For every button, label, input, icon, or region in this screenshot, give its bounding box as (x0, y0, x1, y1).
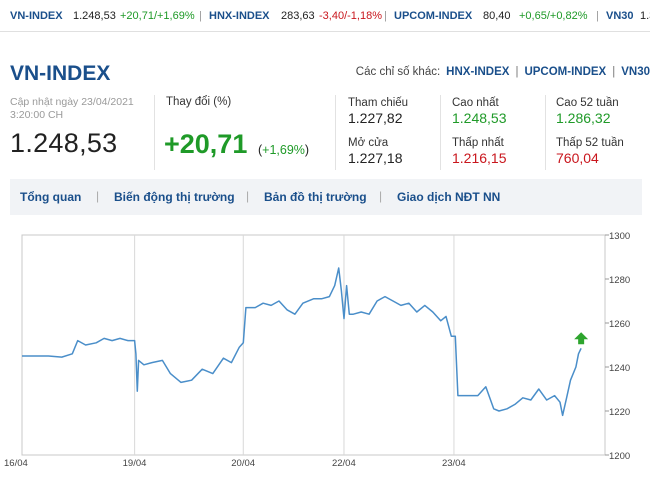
divider (440, 95, 441, 170)
low52-value: 760,04 (556, 150, 599, 166)
ticker-value-upcomindex: 80,40 (483, 10, 511, 22)
other-indices-label: Các chỉ số khác: (355, 66, 441, 78)
x-tick-label: 19/04 (123, 458, 147, 469)
low-label: Thấp nhất (452, 137, 504, 149)
low52-label: Thấp 52 tuần (556, 137, 624, 149)
change-percent: (+1,69%) (258, 143, 309, 157)
tab-market-movement[interactable]: Biến động thị trường (114, 190, 235, 204)
link-hnx-index[interactable]: HNX-INDEX (446, 66, 510, 78)
last-price-marker (574, 332, 589, 345)
change-label: Thay đổi (%) (166, 96, 232, 108)
index-value: 1.248,53 (10, 128, 118, 158)
ref-label: Tham chiếu (348, 97, 409, 109)
divider (335, 95, 336, 170)
tab-market-map[interactable]: Bản đồ thị trường (264, 190, 367, 204)
tab-separator: | (246, 189, 250, 203)
link-vn30[interactable]: VN30 (621, 66, 650, 78)
tab-separator: | (96, 189, 100, 203)
high52-value: 1.286,32 (556, 110, 611, 126)
ticker-value-hnxindex: 283,63 (281, 10, 315, 22)
tab-bar: Tổng quan | Biến động thị trường | Bản đ… (10, 179, 642, 215)
link-separator: | (612, 66, 616, 78)
y-tick-label: 1200 (609, 451, 630, 462)
change-value: +20,71 (164, 129, 248, 159)
index-line (22, 267, 582, 417)
ticker-name-vn30[interactable]: VN30 (606, 10, 634, 22)
ticker-separator: | (596, 10, 599, 22)
update-date: Cập nhật ngày 23/04/2021 (10, 96, 134, 108)
ticker-change-upcomindex: +0,65/+0,82% (519, 10, 588, 22)
ticker-change-vnindex: +20,71/+1,69% (120, 10, 195, 22)
x-tick-label: 20/04 (231, 458, 255, 469)
tab-separator: | (379, 189, 383, 203)
plot-area (21, 234, 606, 456)
change-percent-value: +1,69% (262, 143, 305, 157)
change-percent-close: ) (304, 143, 310, 157)
ticker-name-vnindex[interactable]: VN-INDEX (10, 10, 63, 22)
change-percent-open: ( (258, 143, 263, 157)
high52-label: Cao 52 tuần (556, 97, 619, 109)
page-title: VN-INDEX (10, 62, 111, 85)
ticker-separator: | (199, 10, 202, 22)
y-tick-label: 1240 (609, 363, 630, 374)
ticker-bar: VN-INDEX 1.248,53 +20,71/+1,69% | HNX-IN… (0, 0, 650, 32)
ref-value: 1.227,82 (348, 110, 403, 126)
x-tick-label: 16/04 (4, 458, 28, 469)
divider (545, 95, 546, 170)
y-tick-label: 1220 (609, 407, 630, 418)
up-arrow-icon (574, 332, 589, 345)
ticker-change-hnxindex: -3,40/-1,18% (319, 10, 382, 22)
link-upcom-index[interactable]: UPCOM-INDEX (524, 66, 607, 78)
open-value: 1.227,18 (348, 150, 403, 166)
x-tick-label: 23/04 (442, 458, 466, 469)
high-label: Cao nhất (452, 97, 499, 109)
update-clock: 3:20:00 CH (10, 109, 64, 121)
y-tick-label: 1260 (609, 319, 630, 330)
y-tick-label: 1280 (609, 275, 630, 286)
low-value: 1.216,15 (452, 150, 507, 166)
ticker-value-vnindex: 1.248,53 (73, 10, 116, 22)
ticker-name-upcomindex[interactable]: UPCOM-INDEX (394, 10, 473, 22)
ticker-value-vn30: 1.30 (640, 10, 650, 22)
ticker-name-hnxindex[interactable]: HNX-INDEX (209, 10, 270, 22)
link-separator: | (515, 66, 519, 78)
other-indices: Các chỉ số khác: HNX-INDEX | UPCOM-INDEX | VN… (356, 66, 650, 78)
ticker-separator: | (384, 10, 387, 22)
x-tick-label: 22/04 (332, 458, 356, 469)
divider (154, 95, 155, 170)
y-tick-label: 1300 (609, 231, 630, 242)
open-label: Mở cửa (348, 137, 389, 149)
index-chart: 1200 1220 1240 1260 1280 1300 16/04 19/04 20/04… (4, 231, 630, 469)
high-value: 1.248,53 (452, 110, 507, 126)
tab-overview[interactable]: Tổng quan (20, 190, 82, 204)
tab-foreign-trading[interactable]: Giao dịch NĐT NN (397, 190, 501, 204)
update-time: Cập nhật ngày 23/04/2021 3:20:00 CH (10, 96, 134, 122)
